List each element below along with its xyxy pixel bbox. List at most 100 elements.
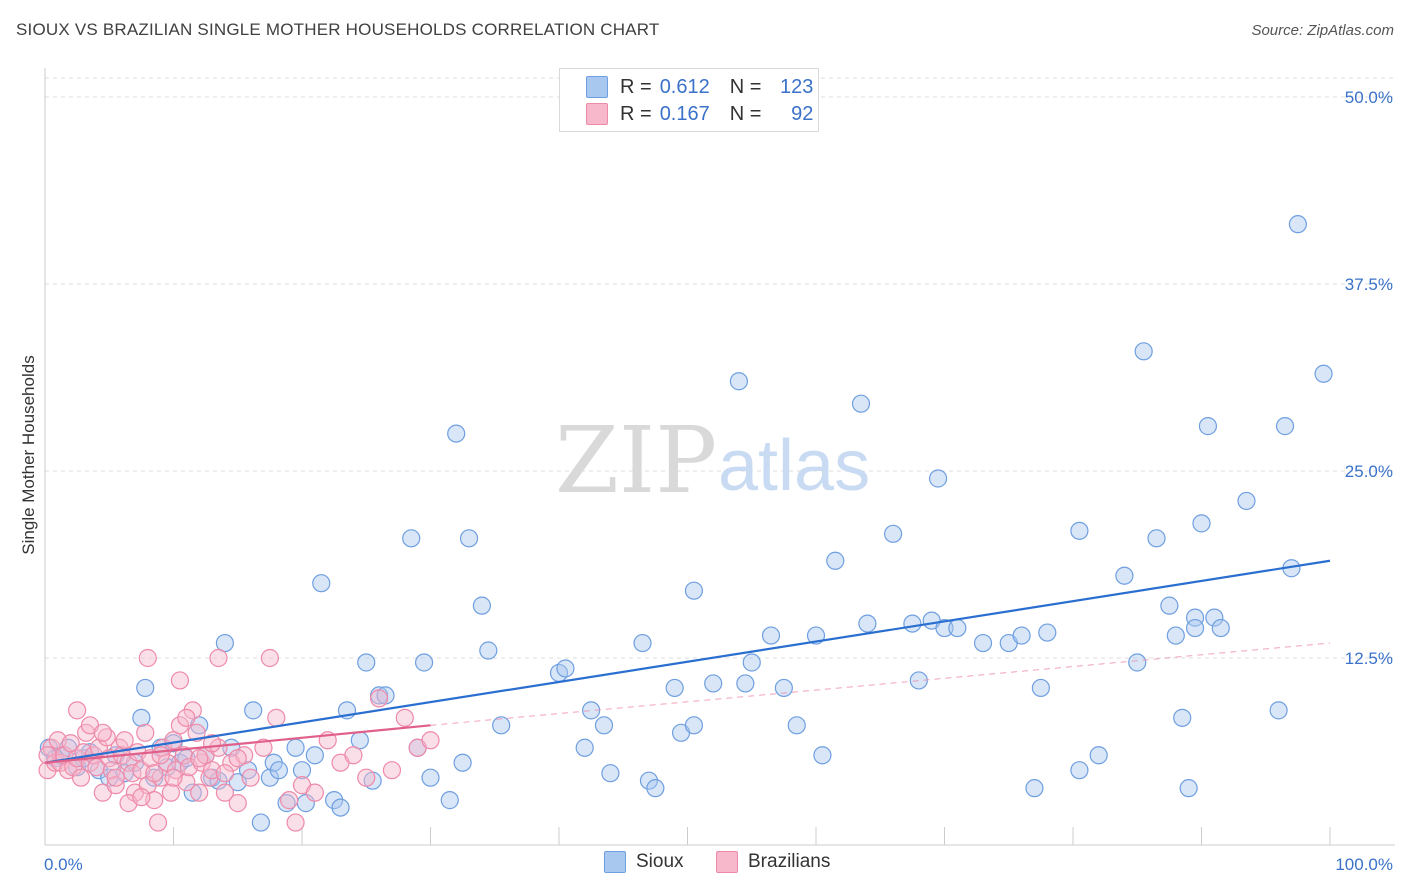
data-point-sioux	[858, 614, 877, 633]
trend-line-brazilians	[44, 724, 431, 764]
data-point-sioux	[472, 596, 491, 615]
watermark-zip: ZIP	[555, 407, 717, 514]
legend-n-value: 92	[791, 102, 814, 125]
data-point-sioux	[1179, 779, 1198, 798]
data-point-sioux	[935, 618, 954, 638]
data-point-brazilians	[68, 701, 87, 720]
data-point-sioux	[402, 529, 421, 548]
data-point-brazilians	[421, 731, 440, 750]
data-point-sioux	[1198, 417, 1218, 436]
data-point-brazilians	[228, 749, 247, 768]
data-point-brazilians	[344, 746, 363, 765]
data-point-sioux	[736, 674, 755, 693]
legend-r-value: 0.612	[659, 75, 710, 98]
data-point-brazilians	[209, 648, 228, 668]
data-point-brazilians	[115, 731, 134, 750]
y-axis-label: Single Mother Households	[19, 355, 38, 554]
data-point-brazilians	[132, 788, 151, 807]
data-point-brazilians	[38, 746, 57, 765]
legend-swatch-sioux	[586, 76, 608, 98]
legend-row-sioux: R = 0.612 N = 123	[560, 73, 813, 101]
data-point-sioux	[215, 633, 234, 653]
data-point-sioux	[440, 791, 459, 810]
watermark-atlas: atlas	[718, 426, 870, 506]
data-point-brazilians	[305, 783, 324, 802]
legend-r-value: 0.167	[659, 102, 710, 125]
data-point-sioux	[1185, 618, 1205, 638]
y-tick-label: 25.0%	[1345, 462, 1393, 481]
data-point-brazilians	[161, 783, 181, 802]
data-point-sioux	[277, 794, 296, 813]
trend-line-extension-brazilians	[430, 642, 1331, 726]
trend-lines	[44, 559, 1331, 764]
data-point-sioux	[325, 791, 344, 810]
data-point-brazilians	[138, 648, 157, 668]
y-tick-label: 50.0%	[1345, 88, 1393, 107]
tick-labels: 12.5% 25.0% 37.5% 50.0% 0.0% 100.0%	[44, 88, 1393, 874]
data-points	[38, 215, 1333, 832]
data-point-brazilians	[61, 734, 80, 753]
legend-row-brazilians: R = 0.167 N = 92	[560, 100, 813, 128]
data-point-sioux	[909, 671, 928, 690]
data-point-sioux	[1211, 618, 1230, 638]
data-point-sioux	[973, 633, 993, 653]
data-point-brazilians	[382, 761, 402, 780]
data-point-sioux	[286, 738, 305, 757]
data-point-brazilians	[190, 783, 209, 802]
data-point-brazilians	[286, 813, 305, 832]
data-point-sioux	[1012, 626, 1031, 645]
data-point-sioux	[479, 641, 498, 660]
data-point-brazilians	[395, 708, 414, 727]
data-point-brazilians	[254, 738, 273, 757]
bottom-legend-sioux[interactable]: Sioux	[604, 851, 684, 873]
data-point-sioux	[639, 771, 659, 790]
data-point-brazilians	[215, 764, 234, 783]
data-point-sioux	[312, 574, 331, 593]
data-point-sioux	[1288, 215, 1307, 234]
data-point-brazilians	[280, 791, 299, 810]
data-point-sioux	[851, 394, 871, 413]
data-point-sioux	[1147, 529, 1166, 548]
data-point-sioux	[813, 746, 832, 765]
data-point-sioux	[1025, 779, 1044, 798]
data-point-sioux	[1089, 746, 1108, 765]
data-point-sioux	[826, 551, 845, 570]
bottom-legend-brazilians[interactable]: Brazilians	[716, 851, 830, 873]
axes	[44, 68, 1395, 846]
data-point-brazilians	[357, 768, 376, 787]
data-point-sioux	[357, 653, 376, 672]
data-point-brazilians	[164, 768, 183, 787]
data-point-sioux	[575, 738, 594, 757]
data-point-sioux	[556, 659, 575, 678]
x-tick-label-max: 100.0%	[1335, 855, 1393, 874]
data-point-brazilians	[228, 794, 247, 813]
data-point-sioux	[787, 716, 806, 735]
data-point-sioux	[742, 653, 761, 672]
data-point-brazilians	[260, 648, 279, 668]
data-point-brazilians	[151, 746, 170, 765]
data-point-sioux	[1115, 566, 1134, 585]
data-point-sioux	[1160, 596, 1179, 615]
bottom-legend-label: Sioux	[636, 851, 684, 872]
data-point-brazilians	[183, 701, 202, 720]
legend-n-label: N =	[729, 75, 762, 98]
data-point-sioux	[1070, 761, 1089, 780]
data-point-sioux	[414, 653, 434, 672]
data-point-sioux	[1314, 364, 1333, 383]
data-point-sioux	[1269, 701, 1288, 720]
data-point-sioux	[774, 678, 793, 698]
data-point-sioux	[1134, 342, 1153, 361]
data-point-brazilians	[93, 723, 112, 742]
x-tick-label-min: 0.0%	[44, 855, 83, 874]
data-point-sioux	[729, 372, 749, 391]
data-point-sioux	[1237, 491, 1256, 511]
bottom-legend-swatch-sioux	[604, 851, 626, 873]
data-point-sioux	[684, 716, 704, 735]
legend-r-label: R =	[620, 75, 652, 98]
data-point-sioux	[132, 708, 151, 727]
legend-n-label: N =	[729, 102, 762, 125]
y-tick-label: 12.5%	[1345, 649, 1393, 668]
data-point-sioux	[633, 633, 652, 653]
data-point-sioux	[948, 618, 967, 638]
data-point-sioux	[1185, 608, 1205, 627]
